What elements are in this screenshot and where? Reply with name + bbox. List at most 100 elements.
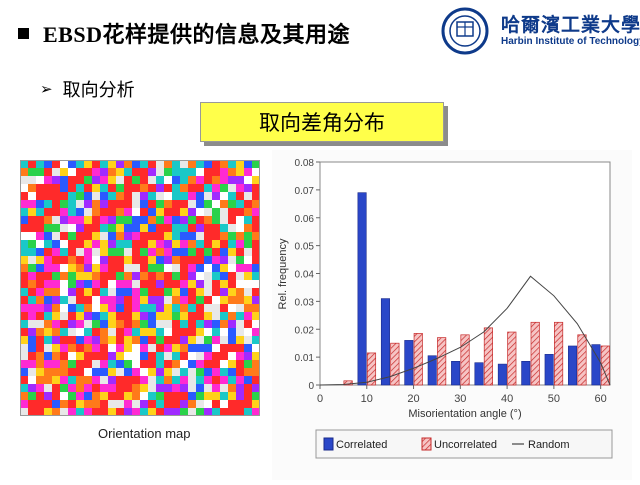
map-grain (164, 344, 172, 352)
map-grain (252, 224, 260, 232)
map-grain (44, 336, 52, 344)
map-grain (132, 160, 140, 168)
map-grain (76, 168, 84, 176)
map-grain (188, 256, 196, 264)
orientation-map-graphic (20, 160, 260, 416)
map-grain (228, 344, 236, 352)
map-grain (188, 352, 196, 360)
map-grain (92, 272, 100, 280)
map-grain (188, 320, 196, 328)
map-grain (172, 264, 180, 272)
map-grain (244, 248, 252, 256)
map-grain (20, 368, 28, 376)
x-tick-label: 10 (361, 393, 373, 405)
map-grain (76, 360, 84, 368)
map-grain (212, 184, 220, 192)
map-grain (76, 288, 84, 296)
map-grain (148, 304, 156, 312)
chart-svg: 0 0.01 0.02 0.03 0.04 0.05 0.06 0.07 0.08 0 10 20 3… (272, 150, 632, 480)
map-grain (180, 368, 188, 376)
map-grain (36, 264, 44, 272)
map-grain (244, 232, 252, 240)
map-grain (28, 192, 36, 200)
map-grain (60, 280, 68, 288)
map-grain (116, 160, 124, 168)
map-grain (60, 184, 68, 192)
map-grain (252, 272, 260, 280)
map-grain (108, 248, 116, 256)
map-grain (172, 208, 180, 216)
map-grain (140, 176, 148, 184)
logo-name-english: Harbin Institute of Technology (501, 36, 640, 47)
map-grain (180, 312, 188, 320)
map-grain (228, 288, 236, 296)
map-grain (100, 336, 108, 344)
slide-title: EBSD花样提供的信息及其用途 (43, 22, 350, 47)
map-grain (212, 328, 220, 336)
map-grain (52, 200, 60, 208)
map-grain (84, 304, 92, 312)
map-grain (156, 168, 164, 176)
map-grain (220, 184, 228, 192)
map-grain (28, 208, 36, 216)
map-grain (204, 376, 212, 384)
map-grain (164, 232, 172, 240)
map-grain (252, 328, 260, 336)
map-grain (36, 352, 44, 360)
map-grain (156, 400, 164, 408)
map-grain (236, 368, 244, 376)
map-grain (52, 160, 60, 168)
map-grain (92, 400, 100, 408)
map-grain (244, 392, 252, 400)
bar-uncorrelated (460, 334, 470, 386)
map-grain (100, 296, 108, 304)
map-grain (236, 408, 244, 416)
map-grain (140, 392, 148, 400)
map-grain (228, 240, 236, 248)
map-grain (52, 224, 60, 232)
x-tick-label: 30 (454, 393, 466, 405)
map-grain (244, 352, 252, 360)
map-grain (60, 216, 68, 224)
map-grain (244, 168, 252, 176)
map-grain (228, 176, 236, 184)
map-grain (188, 392, 196, 400)
map-grain (84, 160, 92, 168)
map-grain (140, 336, 148, 344)
map-grain (84, 208, 92, 216)
map-grain (244, 184, 252, 192)
map-grain (28, 336, 36, 344)
map-grain (156, 288, 164, 296)
map-grain (44, 264, 52, 272)
map-grain (164, 336, 172, 344)
map-grain (84, 232, 92, 240)
map-grain (196, 400, 204, 408)
map-grain (156, 296, 164, 304)
map-grain (228, 272, 236, 280)
map-grain (84, 312, 92, 320)
map-grain (28, 160, 36, 168)
map-grain (180, 352, 188, 360)
map-grain (76, 376, 84, 384)
map-grain (252, 400, 260, 408)
map-grain (244, 344, 252, 352)
map-grain (156, 376, 164, 384)
map-grain (188, 376, 196, 384)
map-grain (212, 400, 220, 408)
map-grain (124, 392, 132, 400)
x-tick-label: 0 (317, 393, 323, 405)
map-grain (244, 304, 252, 312)
map-grain (124, 336, 132, 344)
map-grain (76, 352, 84, 360)
map-grain (228, 392, 236, 400)
map-grain (196, 264, 204, 272)
map-grain (140, 344, 148, 352)
map-grain (36, 168, 44, 176)
map-grain (204, 168, 212, 176)
map-grain (148, 312, 156, 320)
map-grain (28, 384, 36, 392)
map-grain (68, 240, 76, 248)
map-grain (164, 256, 172, 264)
y-tick-label: 0.03 (295, 297, 315, 308)
map-grain (188, 184, 196, 192)
